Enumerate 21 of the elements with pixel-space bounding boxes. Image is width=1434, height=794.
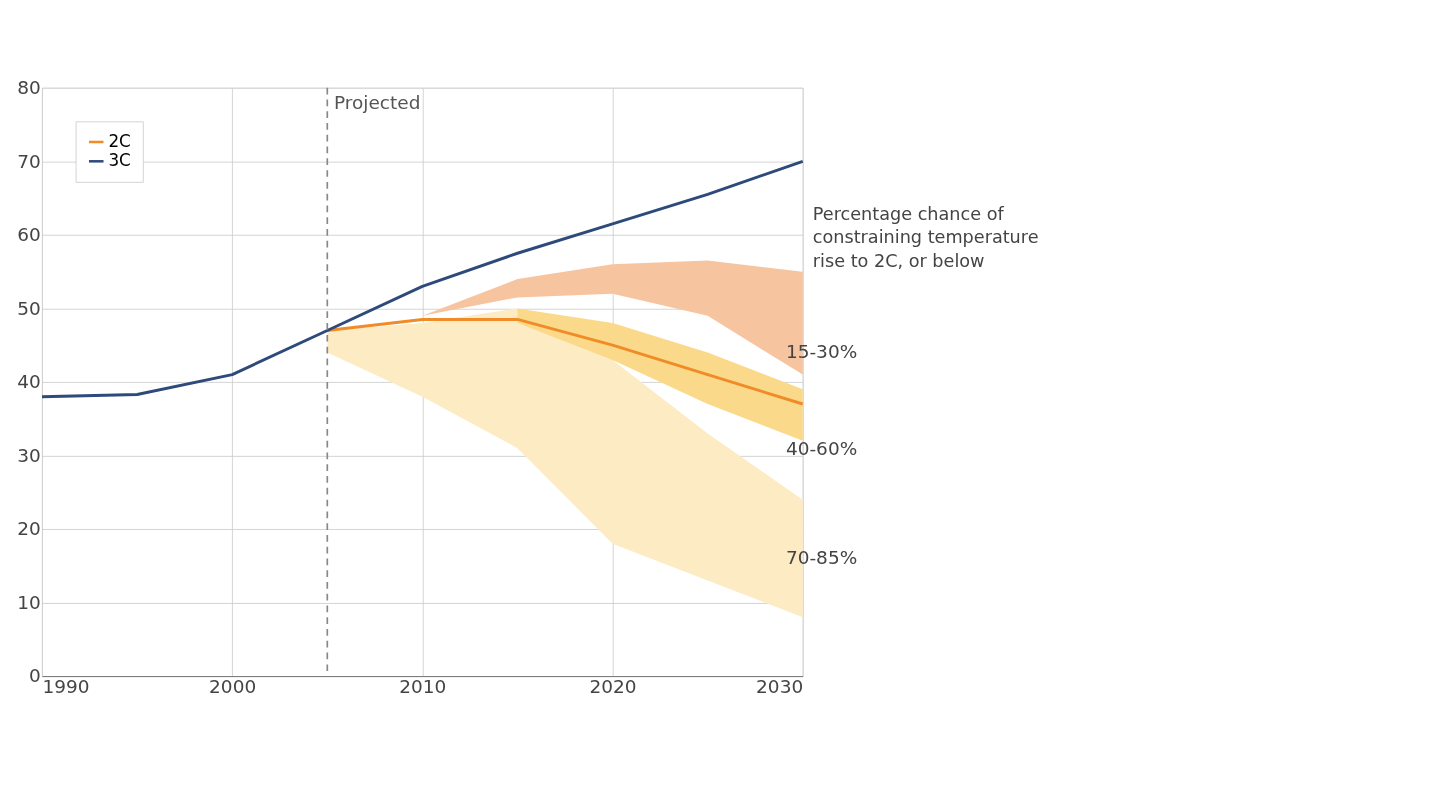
ref-line-label: Projected	[334, 91, 421, 113]
annotation: 70-85%	[785, 547, 858, 569]
annotation: 40-60%	[785, 438, 858, 460]
text: Percentage chance of constraining temperature rise to 2C, or below	[812, 203, 1039, 271]
legend-label: 3C	[108, 150, 131, 171]
x-tick-label: 2010	[399, 675, 447, 697]
x-tick-label: 1990	[42, 675, 90, 697]
y-tick-label: 30	[17, 444, 41, 466]
legend-label: 2C	[108, 131, 131, 152]
x-tick-label: 2030	[756, 675, 804, 697]
y-tick-label: 10	[17, 591, 41, 613]
y-tick-label: 80	[17, 77, 41, 99]
y-tick-label: 70	[17, 150, 41, 172]
y-tick-label: 0	[29, 665, 41, 687]
x-tick-label: 2000	[209, 675, 257, 697]
y-tick-label: 60	[17, 224, 41, 246]
y-tick-label: 50	[17, 297, 41, 319]
y-tick-label: 40	[17, 371, 41, 393]
annotation: 15-30%	[785, 341, 858, 363]
y-tick-label: 20	[17, 518, 41, 540]
x-tick-label: 2020	[589, 675, 637, 697]
